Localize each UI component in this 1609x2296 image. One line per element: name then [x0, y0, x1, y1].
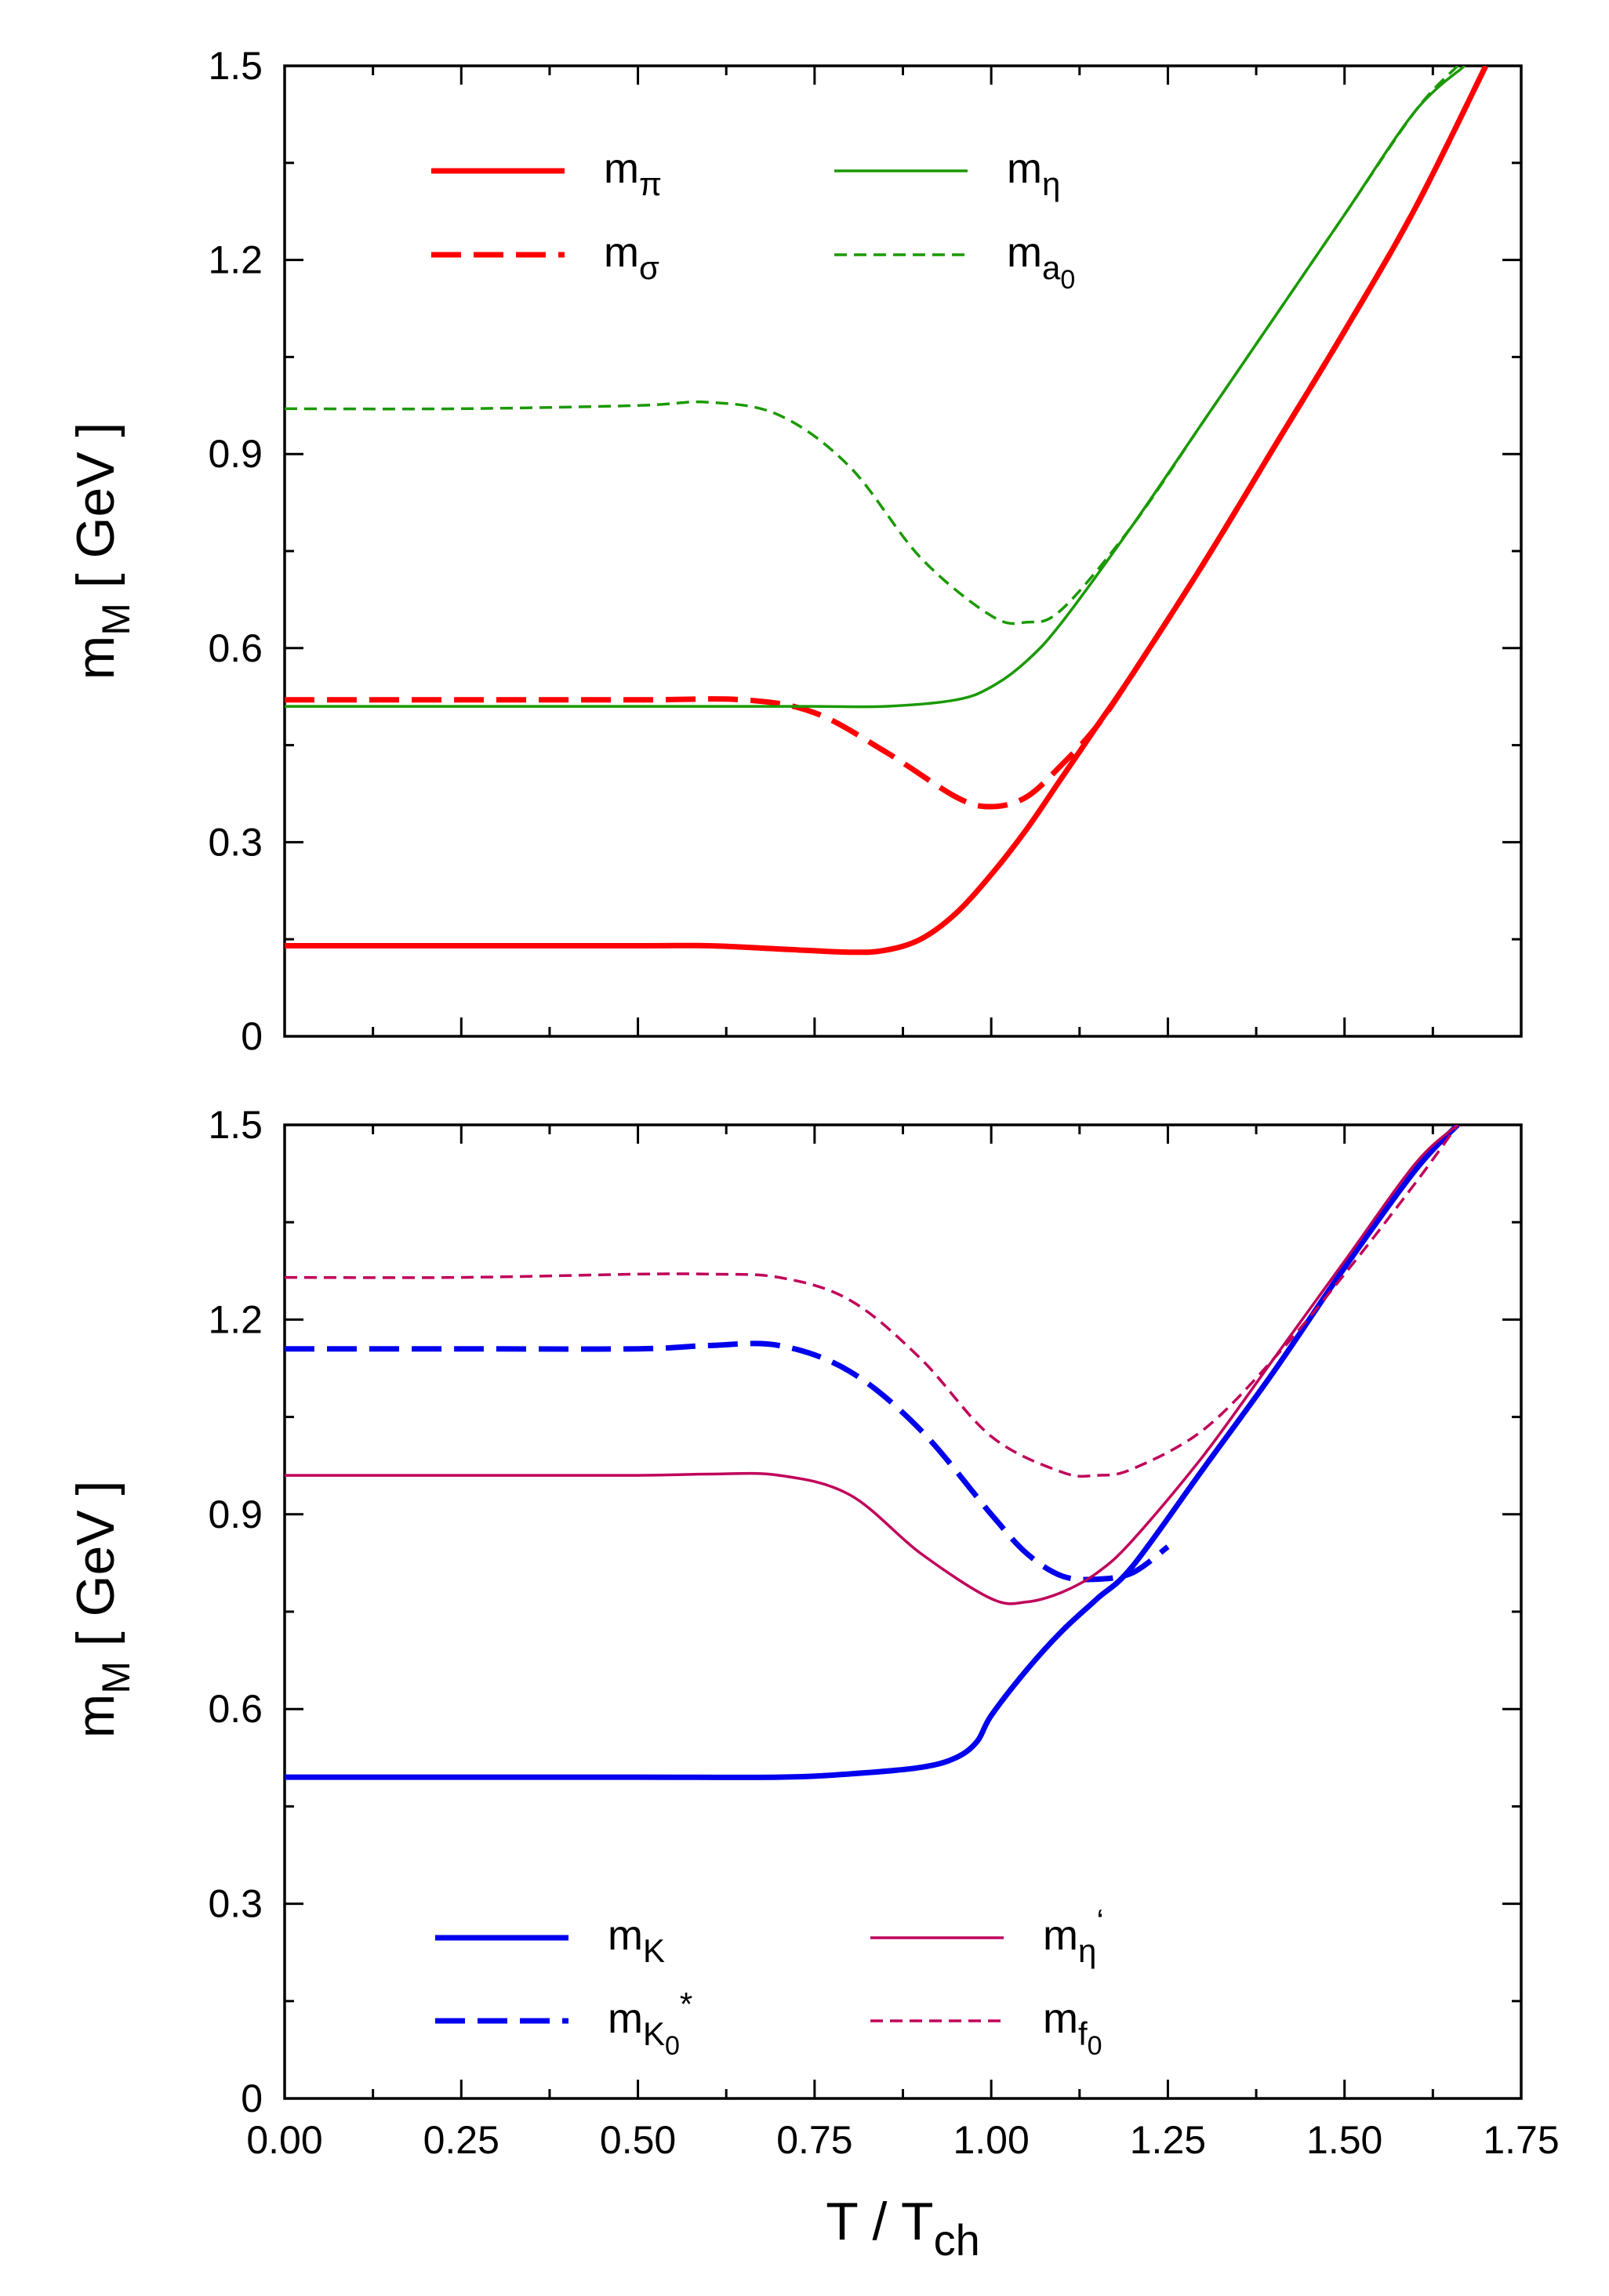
plot-frame	[283, 1123, 1523, 2100]
y-tick-label: 0.6	[208, 626, 263, 670]
x-tick-label: 0.00	[246, 2118, 322, 2162]
legend-label-m_K: mK	[608, 1912, 665, 1969]
legend: mπ mσ mη ma0	[431, 145, 1075, 295]
y-tick-label: 0.3	[208, 1882, 263, 1926]
legend-label-m_f0: mf0	[1043, 1995, 1102, 2061]
series-line-m_a0	[285, 66, 1459, 626]
legend-label-m_π: mπ	[604, 145, 662, 202]
series-line-m_K	[285, 1125, 1460, 1780]
series-line-m_η	[285, 66, 1466, 709]
legend-label-m_σ: mσ	[604, 229, 659, 286]
x-tick-label: 0.75	[776, 2118, 852, 2162]
y-tick-label: 1.5	[208, 1103, 263, 1147]
y-tick-label: 0.9	[208, 432, 263, 476]
y-tick-label: 0.9	[208, 1493, 263, 1536]
panel-top: 0 0.3 0.6 0.9 1.2 1.5 mM [ GeV ] mπ mσ mη ma0	[66, 44, 1523, 1058]
series-line-m_f0	[285, 1125, 1459, 1478]
x-tick-label: 1.00	[953, 2118, 1029, 2162]
series-line-m_K0*	[285, 1340, 1170, 1583]
y-tick-label: 0	[241, 2077, 263, 2120]
panel-bottom: 0 0.3 0.6 0.9 1.2 1.5 0.00 0.25 0.50 0.75 1.00 1.25…	[66, 1103, 1560, 2265]
x-tick-label: 0.50	[600, 2118, 676, 2162]
x-tick-label: 0.25	[423, 2118, 499, 2162]
x-tick-label: 1.75	[1483, 2118, 1559, 2162]
y-tick-label: 1.2	[208, 238, 263, 282]
y-axis-label: mM [ GeV ]	[66, 423, 138, 680]
x-tick-label: 1.50	[1306, 2118, 1382, 2162]
x-axis-label: T / Tch	[826, 2192, 979, 2265]
y-axis-label: mM [ GeV ]	[66, 1481, 138, 1739]
legend-label-m_η': mη‘	[1043, 1902, 1104, 1969]
legend-label-m_K0*: mK0*	[608, 1986, 692, 2061]
x-tick-label: 1.25	[1130, 2118, 1206, 2162]
y-tick-label: 1.5	[208, 44, 263, 88]
legend: mK mK0* mη‘ mf0	[435, 1902, 1104, 2061]
y-tick-label: 0.3	[208, 820, 263, 864]
y-tick-label: 1.2	[208, 1297, 263, 1341]
series-line-m_σ	[285, 66, 1489, 810]
series-line-m_π	[285, 66, 1489, 956]
plot-frame	[283, 64, 1523, 1038]
series-line-m_η'	[285, 1125, 1459, 1605]
y-tick-label: 0.6	[208, 1687, 263, 1731]
legend-label-m_a0: ma0	[1007, 229, 1075, 295]
y-tick-label: 0	[241, 1014, 263, 1058]
legend-label-m_η: mη	[1007, 145, 1060, 202]
